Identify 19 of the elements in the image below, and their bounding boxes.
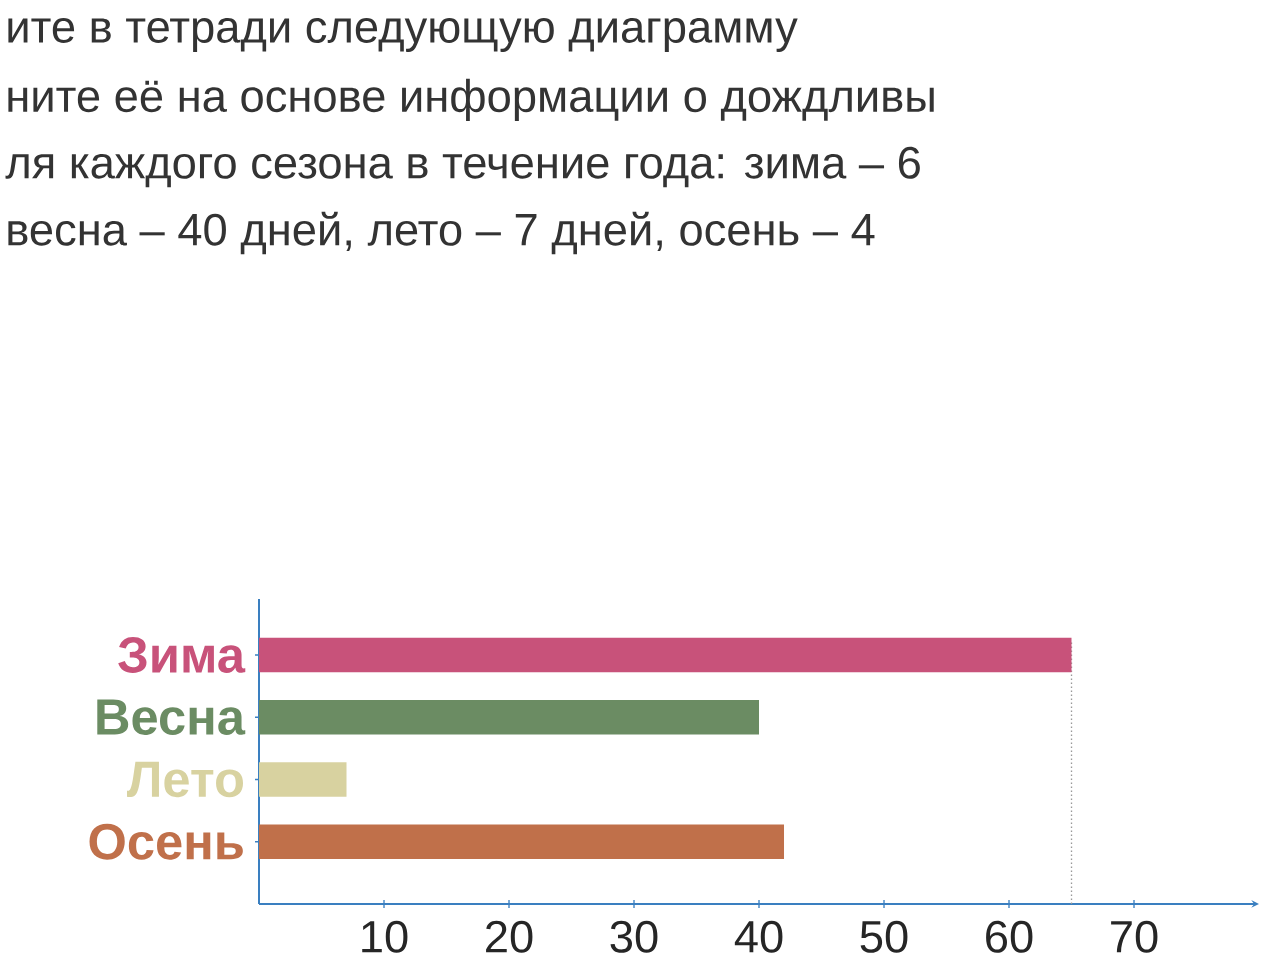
text: ля каждого сезона в течение года: зима – 6	[5, 146, 920, 188]
bar	[259, 637, 1072, 673]
bar	[259, 824, 784, 859]
y-tick-label: Лето	[126, 761, 244, 798]
x-tick-label: 20	[486, 920, 533, 953]
bar	[259, 699, 759, 735]
y-tick-label: Зима	[118, 636, 246, 673]
x-tick-label: 60	[986, 920, 1033, 953]
text: ите в тетради следующую диаграмму	[8, 17, 798, 52]
y-tick-label: Осень	[89, 823, 243, 860]
bar	[259, 762, 347, 797]
x-tick-label: 30	[610, 920, 658, 953]
x-tick-label: 50	[860, 920, 908, 953]
y-tick-label: Весна	[97, 699, 246, 735]
x-tick-label: 70	[1111, 920, 1158, 953]
x-tick-label: 40	[734, 920, 783, 953]
text: весна – 40 дней, лето – 7 дней, осень – 4	[8, 211, 875, 255]
x-tick-label: 10	[362, 920, 408, 953]
text: ните её на основе информации о дождливы	[8, 78, 934, 122]
